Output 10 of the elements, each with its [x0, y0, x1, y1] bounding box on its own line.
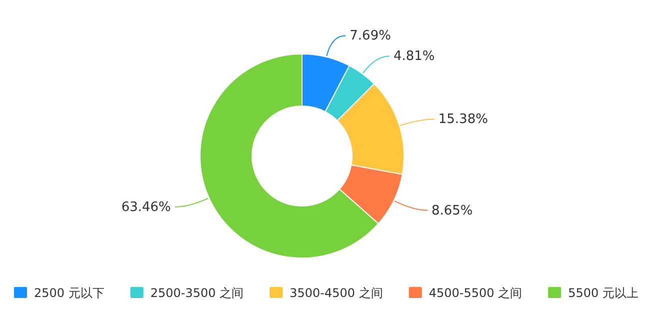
legend-label: 3500-4500 之间 [290, 286, 383, 300]
legend-label: 2500-3500 之间 [150, 286, 244, 300]
data-label: 7.69% [350, 28, 391, 44]
data-label: 8.65% [432, 203, 473, 218]
data-label: 4.81% [393, 49, 435, 64]
data-label: 63.46% [121, 200, 171, 215]
legend-label: 2500 元以下 [34, 286, 104, 300]
legend-label: 5500 元以上 [568, 286, 638, 300]
data-label: 15.38% [438, 112, 488, 128]
legend-label: 4500-5500 之间 [428, 286, 522, 300]
